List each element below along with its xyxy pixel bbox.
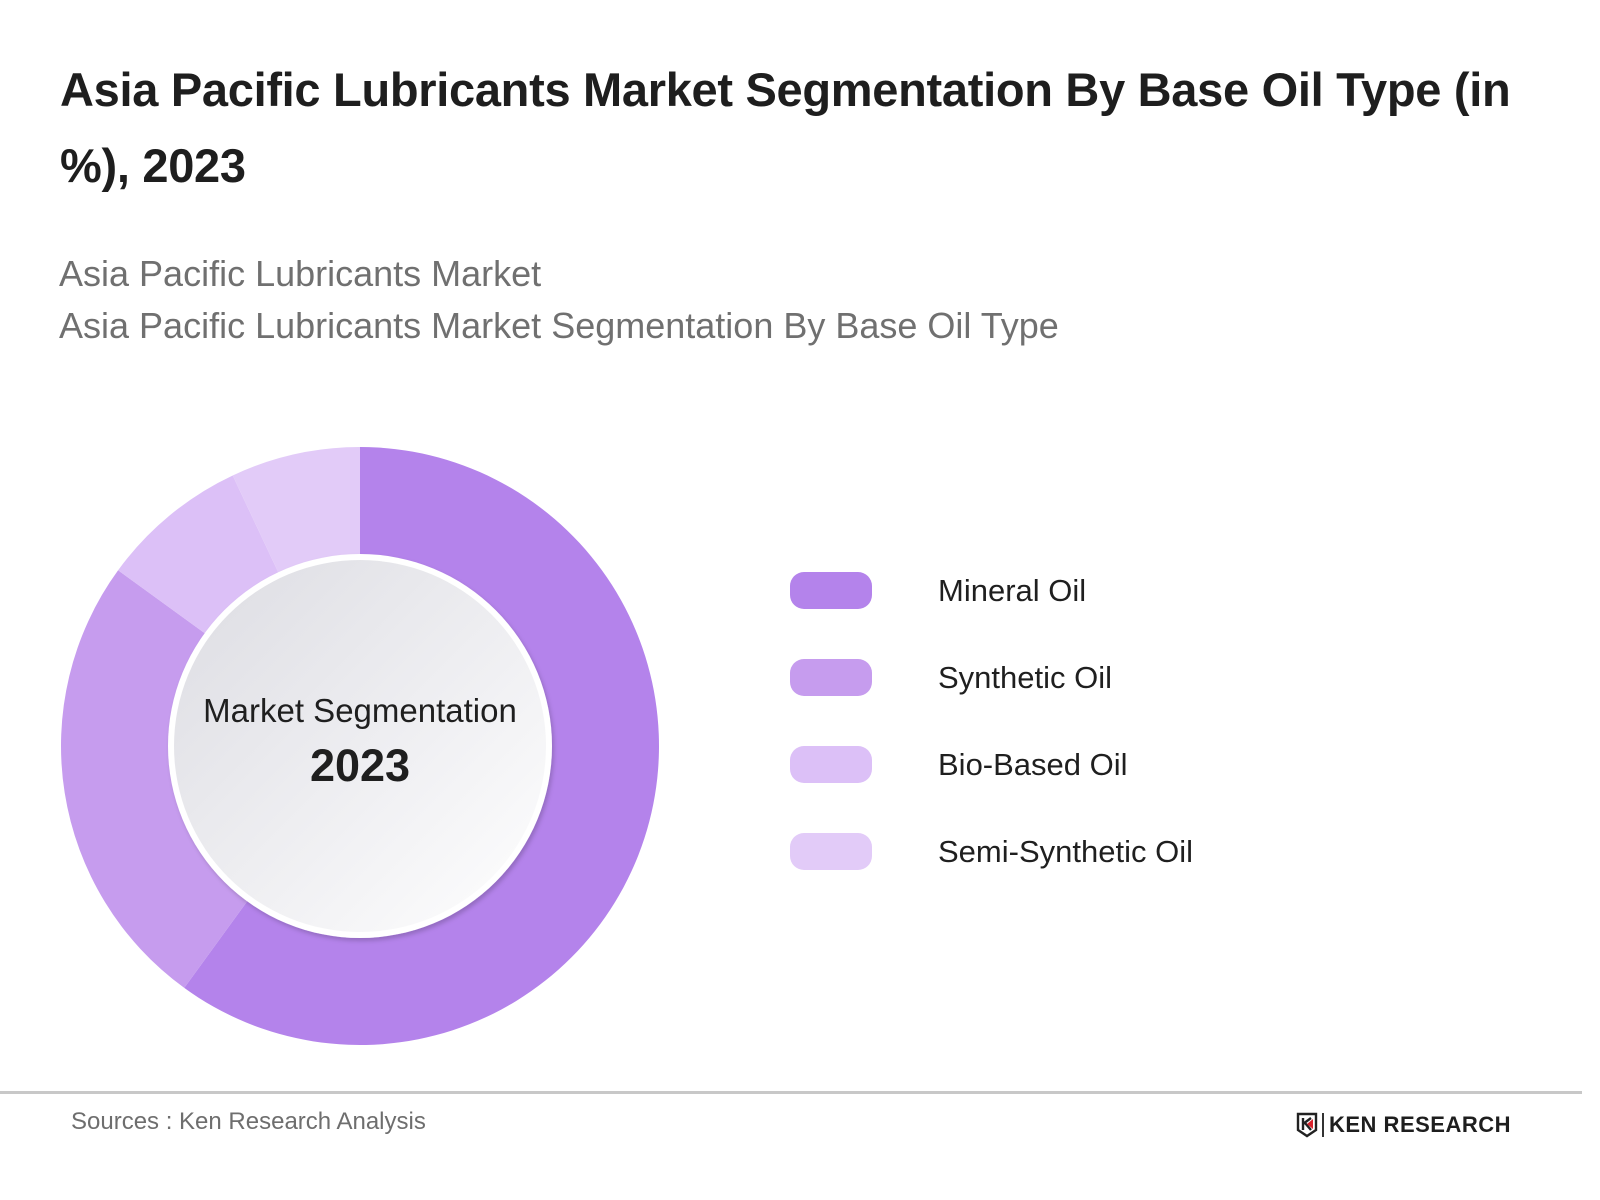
legend-swatch-mineral-oil [790, 572, 872, 609]
legend-item-semi-synthetic-oil[interactable]: Semi-Synthetic Oil [790, 833, 1193, 870]
legend-label: Semi-Synthetic Oil [938, 833, 1193, 869]
donut-center-label: Market Segmentation 2023 [170, 556, 550, 936]
legend-item-synthetic-oil[interactable]: Synthetic Oil [790, 659, 1193, 696]
legend-swatch-semi-synthetic-oil [790, 833, 872, 870]
legend-swatch-bio-based-oil [790, 746, 872, 783]
center-caption: Market Segmentation [203, 692, 517, 729]
footer-divider [0, 1091, 1582, 1094]
subtitle-line-market: Asia Pacific Lubricants Market [59, 253, 542, 294]
legend-item-mineral-oil[interactable]: Mineral Oil [790, 572, 1193, 609]
ken-research-logo: KEN RESEARCH [1296, 1111, 1511, 1139]
legend-swatch-synthetic-oil [790, 659, 872, 696]
legend-label: Synthetic Oil [938, 659, 1113, 695]
legend-item-bio-based-oil[interactable]: Bio-Based Oil [790, 746, 1193, 783]
legend-label: Bio-Based Oil [938, 746, 1128, 782]
source-note: Sources : Ken Research Analysis [71, 1108, 426, 1135]
center-year: 2023 [309, 740, 411, 791]
logo-separator [1322, 1113, 1324, 1137]
donut-chart-svg [60, 447, 660, 1045]
subtitle-line-segmentation: Asia Pacific Lubricants Market Segmentat… [59, 305, 1059, 346]
donut-chart: Market Segmentation 2023 [60, 446, 660, 1046]
legend-label: Mineral Oil [938, 572, 1087, 608]
chart-subtitle: Asia Pacific Lubricants Market Asia Paci… [59, 248, 1059, 352]
donut-hub [174, 560, 546, 932]
ken-research-logo-icon [1296, 1112, 1318, 1138]
logo-text: KEN RESEARCH [1329, 1112, 1512, 1137]
chart-title: Asia Pacific Lubricants Market Segmentat… [60, 63, 1511, 192]
chart-legend: Mineral Oil Synthetic Oil Bio-Based Oil … [790, 572, 1193, 920]
